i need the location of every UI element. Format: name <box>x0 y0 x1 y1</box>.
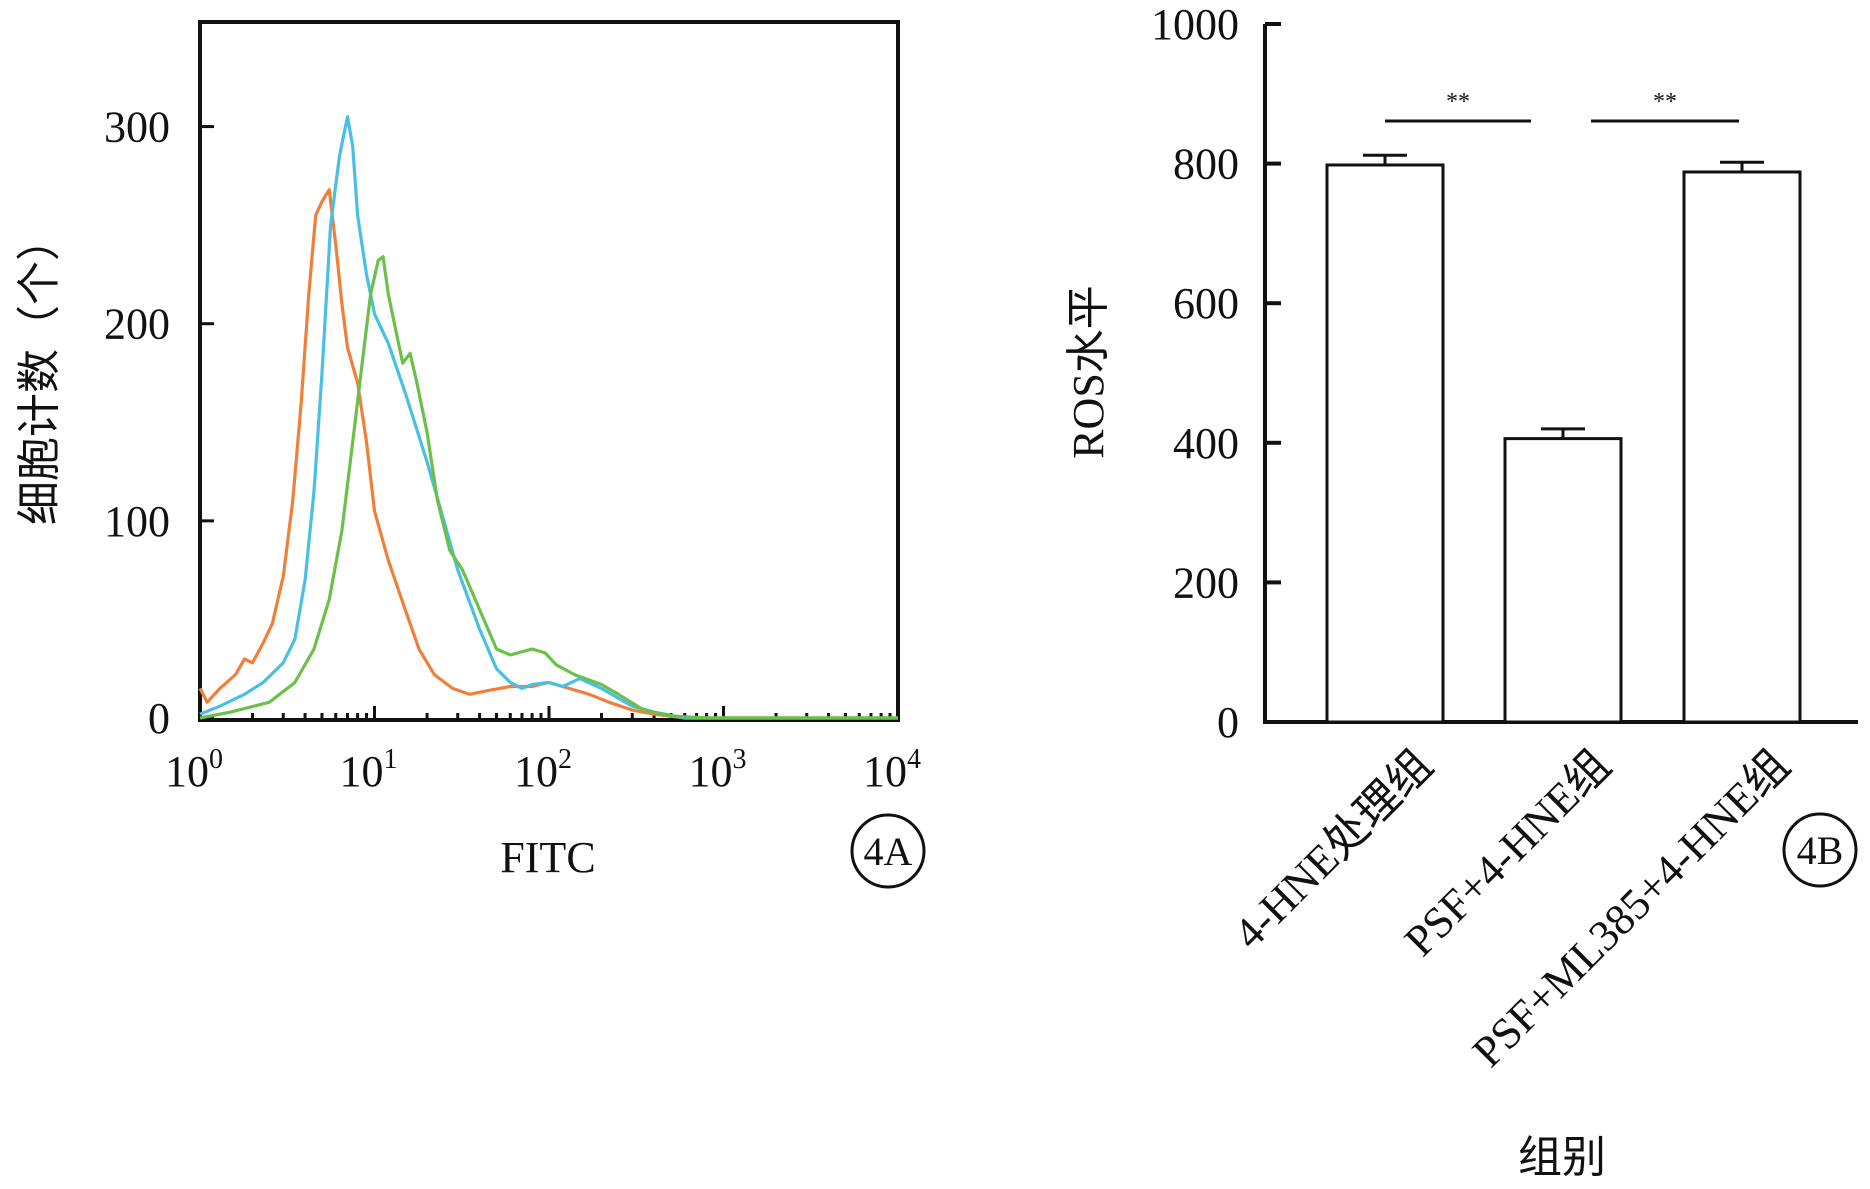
histogram-y-tick-label: 0 <box>148 694 170 743</box>
histogram-x-axis-title: FITC <box>500 833 595 882</box>
histogram-series-line-2 <box>199 115 898 720</box>
histogram-y-tick-label: 300 <box>104 103 170 152</box>
bar-3 <box>1682 170 1802 724</box>
panel-label-4a: 4A <box>850 813 926 889</box>
histogram-x-tick-label: 104 <box>863 744 921 796</box>
histogram-x-tick-label: 100 <box>165 744 223 796</box>
significance-label: ** <box>1446 89 1470 115</box>
bar-category-label: PSF+ML385+4-HNE组 <box>1463 740 1799 1076</box>
histogram-y-ticks: 0 100 200 300 <box>104 103 214 743</box>
significance-label: ** <box>1653 89 1677 115</box>
histogram-series-line-3 <box>199 255 898 720</box>
significance-annotations: ** ** <box>1385 89 1739 123</box>
bar-chart-y-tick-label: 1000 <box>1151 0 1239 49</box>
bar-chart-y-ticks: 0 200 400 600 800 1000 <box>1151 0 1281 747</box>
panel-label-4b-text: 4B <box>1797 828 1844 873</box>
bar-chart-y-tick-label: 400 <box>1173 419 1239 468</box>
bar-chart-y-tick-label: 600 <box>1173 279 1239 328</box>
bar-chart-panel: 0 200 400 600 800 1000 ** ** 4-HNE处理组PSF+4-HNE… <box>1064 0 1858 1182</box>
bar-chart-bars <box>1325 153 1802 724</box>
bar-chart-x-axis-title: 组别 <box>1518 1133 1606 1182</box>
panel-label-4b-circle <box>1782 812 1858 888</box>
histogram-y-tick-label: 200 <box>104 300 170 349</box>
histogram-y-tick-label: 100 <box>104 497 170 546</box>
histogram-x-tick-label: 103 <box>689 744 747 796</box>
histogram-x-tick-label: 102 <box>514 744 572 796</box>
bar-chart-y-tick-label: 0 <box>1217 698 1239 747</box>
histogram-x-tick-label: 101 <box>340 744 398 796</box>
panel-label-4a-circle <box>850 813 926 889</box>
panel-label-4b: 4B <box>1782 812 1858 888</box>
histogram-y-axis-title: 细胞计数（个） <box>15 217 64 525</box>
bar-chart-y-tick-label: 200 <box>1173 558 1239 607</box>
histogram-series <box>198 115 898 720</box>
bar-1 <box>1325 163 1445 724</box>
bar-chart-y-tick-label: 800 <box>1173 140 1239 189</box>
bar-chart-y-axis-title: ROS水平 <box>1064 285 1113 459</box>
bar-2 <box>1503 437 1623 724</box>
histogram-x-ticks: 100 101 102 103 104 <box>165 706 921 796</box>
histogram-series-line-1 <box>198 188 898 720</box>
panel-label-4a-text: 4A <box>864 829 913 874</box>
